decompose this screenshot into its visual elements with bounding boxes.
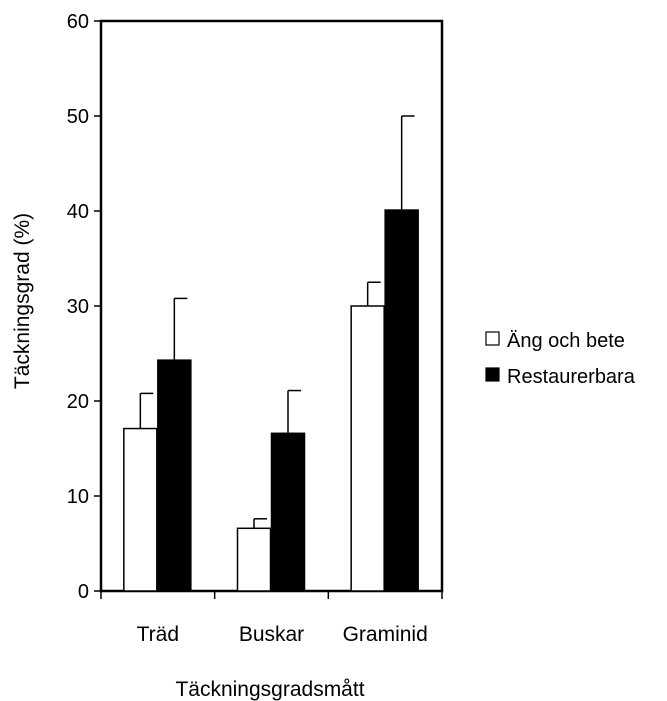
y-tick-label: 30 xyxy=(67,296,89,318)
y-tick-label: 0 xyxy=(78,581,89,603)
bar-group xyxy=(123,209,419,592)
y-tick-label: 50 xyxy=(67,106,89,128)
y-tick-label: 10 xyxy=(67,486,89,508)
x-tick-label: Graminid xyxy=(343,623,428,646)
bar-restaurerbara xyxy=(270,432,306,592)
bar-ang-och-bete xyxy=(123,427,158,592)
legend-swatch xyxy=(485,331,500,346)
legend: Äng och bete Restaurerbara xyxy=(485,330,636,388)
x-axis: Träd Buskar Graminid xyxy=(100,591,443,646)
legend-label: Äng och bete xyxy=(507,330,625,352)
x-axis-title: Täckningsgradsmått xyxy=(175,678,364,701)
bar-restaurerbara xyxy=(384,209,419,592)
bar-ang-och-bete xyxy=(236,527,272,592)
bar-restaurerbara xyxy=(157,359,192,592)
legend-label: Restaurerbara xyxy=(507,366,636,388)
y-axis: 0 10 20 30 40 50 60 xyxy=(67,11,101,603)
x-tick-label: Buskar xyxy=(239,623,304,646)
error-bar-group xyxy=(139,115,415,529)
y-tick-label: 60 xyxy=(67,11,89,33)
bar-ang-och-bete xyxy=(350,305,385,592)
y-tick-label: 20 xyxy=(67,391,89,413)
legend-swatch xyxy=(485,367,500,382)
y-tick-label: 40 xyxy=(67,201,89,223)
x-tick-label: Träd xyxy=(137,623,179,646)
y-axis-title: Täckningsgrad (%) xyxy=(11,213,34,389)
